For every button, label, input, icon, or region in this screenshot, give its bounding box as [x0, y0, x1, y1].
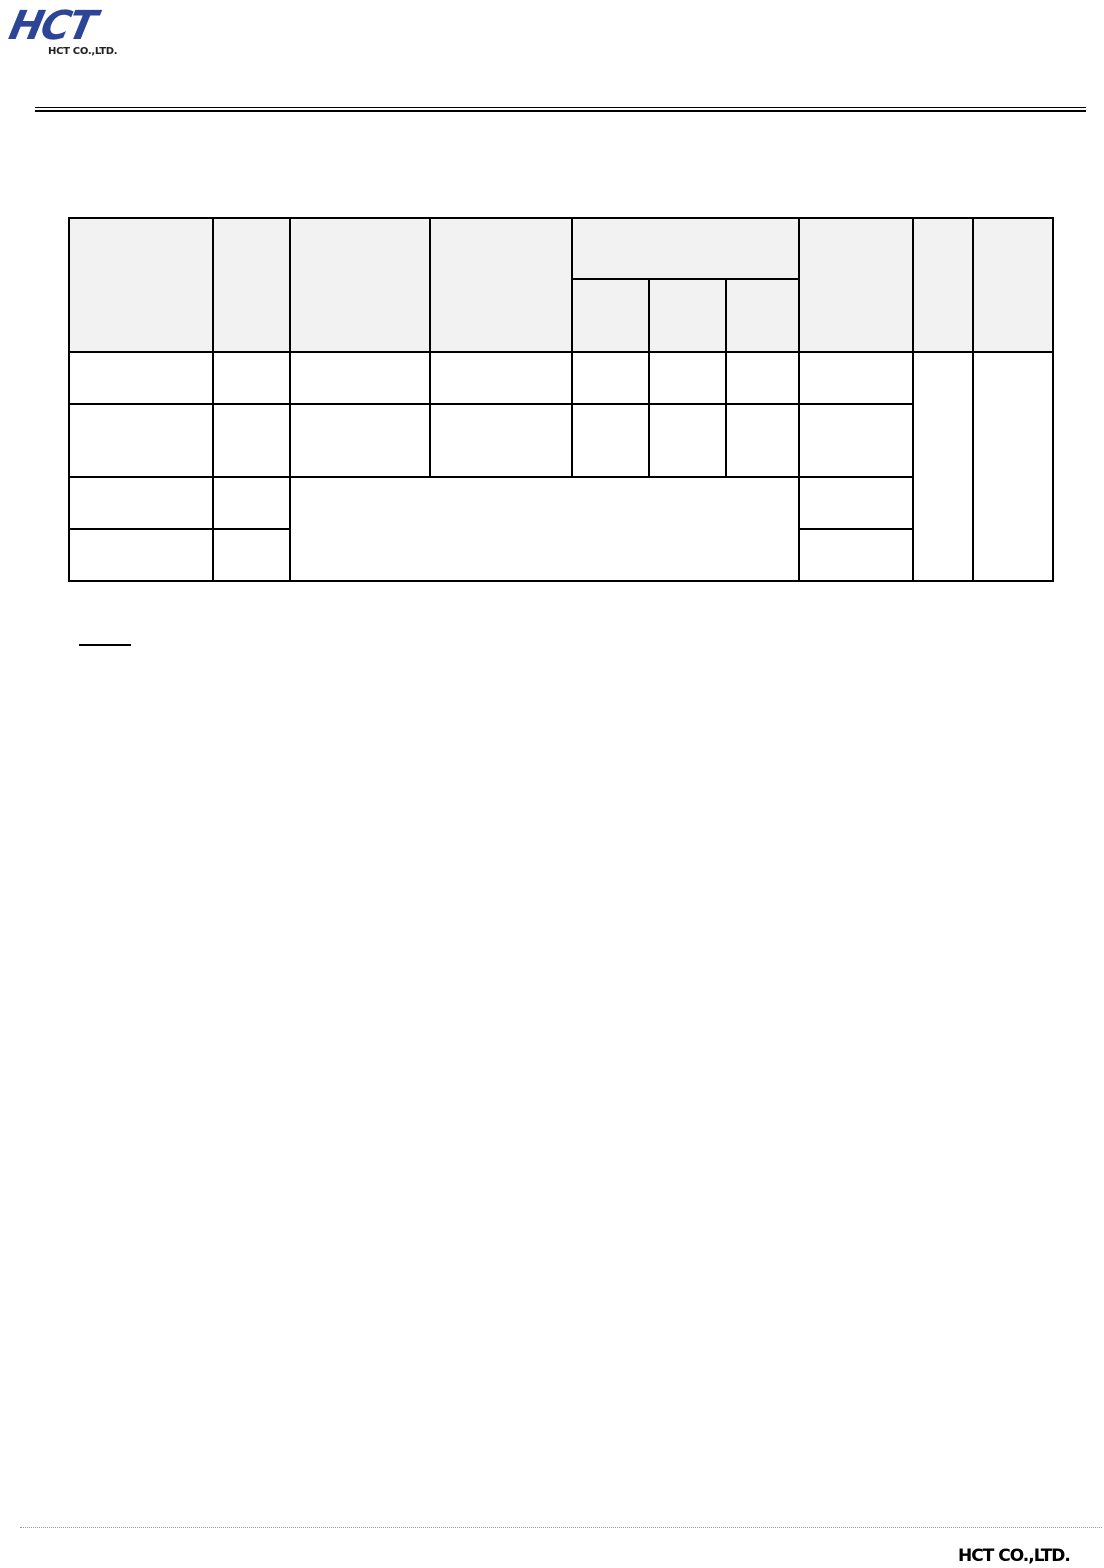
header-subcell-2: [648, 278, 727, 353]
footer-company-logo: HCT CO.,LTD.: [958, 1546, 1071, 1566]
table-cell: [68, 528, 214, 582]
header-cell-4: [429, 217, 573, 353]
table-cell: [648, 351, 727, 405]
table-cell: [725, 351, 800, 405]
table-cell: [289, 351, 431, 405]
header-subcell-3: [725, 278, 800, 353]
merged-cell-wide: [289, 476, 800, 582]
table-cell: [648, 403, 727, 478]
table-cell: [429, 351, 573, 405]
table-cell: [68, 403, 214, 478]
table-cell: [212, 528, 291, 582]
table-cell: [798, 476, 914, 530]
table-cell: [798, 351, 914, 405]
header-cell-6: [798, 217, 914, 353]
header-cell-7: [912, 217, 974, 353]
logo-company-name: HCT CO.,LTD.: [48, 46, 118, 57]
table-cell: [798, 528, 914, 582]
note-underline: [79, 644, 131, 646]
header-cell-8: [972, 217, 1054, 353]
table-cell: [68, 351, 214, 405]
header-cell-3: [289, 217, 431, 353]
header-rule-bottom: [35, 110, 1086, 112]
header-cell-1: [68, 217, 214, 353]
table-cell: [212, 476, 291, 530]
header-cell-2: [212, 217, 291, 353]
company-logo: HCT HCT CO.,LTD.: [5, 3, 170, 62]
header-subcell-1: [571, 278, 650, 353]
table-cell: [798, 403, 914, 478]
logo-mark: HCT: [5, 3, 100, 49]
header-rule-top: [35, 107, 1086, 108]
table-cell: [725, 403, 800, 478]
table-cell: [289, 403, 431, 478]
table-cell: [68, 476, 214, 530]
footer-divider: [20, 1527, 1102, 1528]
table-cell: [212, 403, 291, 478]
table-cell: [212, 351, 291, 405]
table-cell: [571, 351, 650, 405]
table-cell: [571, 403, 650, 478]
table-cell: [429, 403, 573, 478]
merged-cell-col8: [972, 351, 1054, 582]
header-group-cell: [571, 217, 800, 280]
merged-cell-col7: [912, 351, 974, 582]
